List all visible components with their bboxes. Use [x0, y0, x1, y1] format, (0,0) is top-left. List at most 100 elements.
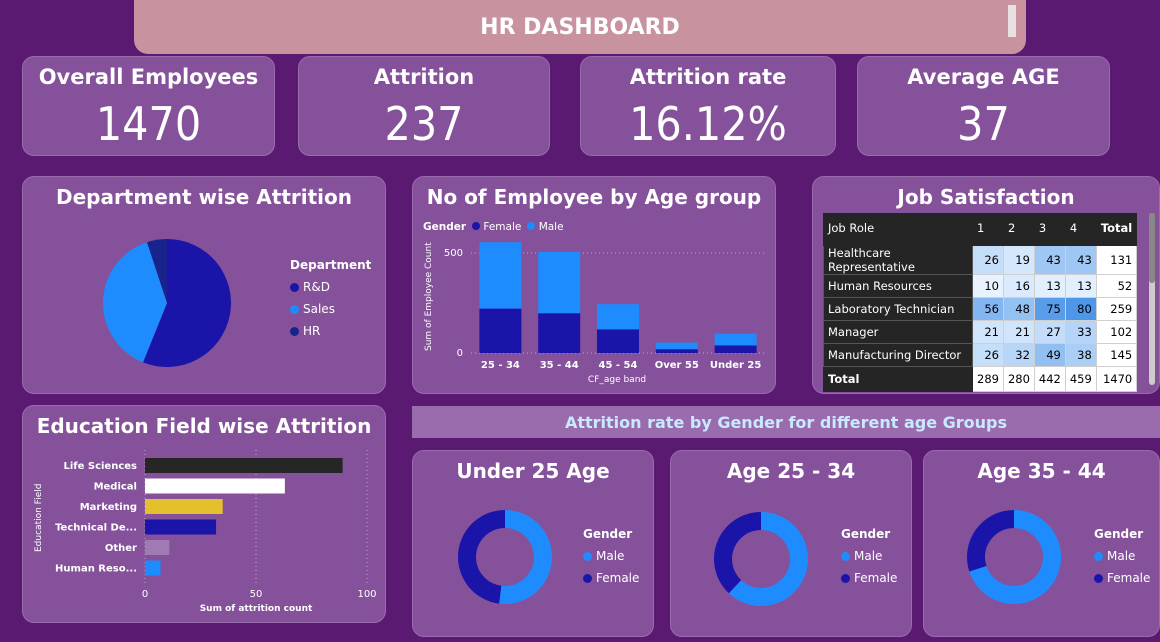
- table-cell: 38: [1064, 343, 1097, 367]
- table-cell: Laboratory Technician: [823, 297, 973, 321]
- job-satisfaction-title: Job Satisfaction: [897, 185, 1075, 209]
- x-tick-label: 45 - 54: [599, 360, 638, 371]
- header-cell[interactable]: Job Role: [823, 213, 973, 243]
- donut-slice-female[interactable]: [457, 510, 505, 604]
- x-tick-label: Over 55: [655, 360, 699, 371]
- table-scrollbar[interactable]: [1149, 213, 1155, 385]
- y-tick-label: 500: [444, 248, 463, 259]
- pie-slice-rd[interactable]: [142, 239, 232, 367]
- table-cell: 19: [1002, 245, 1035, 275]
- legend-dot: [583, 573, 592, 583]
- legend-item-female[interactable]: Female: [583, 571, 639, 585]
- bar-other[interactable]: [145, 540, 170, 555]
- donut-slice-male[interactable]: [728, 512, 808, 606]
- donut-chart-25-34[interactable]: [711, 509, 811, 609]
- legend-label: Male: [854, 549, 883, 563]
- legend-dot: [1094, 551, 1103, 561]
- bar-technicalde[interactable]: [145, 519, 217, 535]
- donut-chart-35-44[interactable]: [964, 507, 1064, 607]
- kpi-value: 37: [957, 97, 1010, 151]
- donut-slice-male[interactable]: [969, 510, 1061, 604]
- bar-humanreso[interactable]: [145, 560, 161, 576]
- header-cell[interactable]: 4: [1064, 213, 1097, 243]
- bar-male[interactable]: [655, 342, 698, 350]
- donut-chart-under-25[interactable]: [455, 507, 555, 607]
- table-row[interactable]: Laboratory Technician 56 48 75 80 259: [823, 297, 1138, 321]
- legend-label: Male: [1107, 549, 1136, 563]
- table-cell: 80: [1064, 297, 1097, 321]
- table-row[interactable]: Healthcare Representative 26 19 43 43 131: [823, 245, 1138, 275]
- header-cell[interactable]: 2: [1002, 213, 1035, 243]
- bar-lifesciences[interactable]: [145, 458, 343, 473]
- header-cell[interactable]: 3: [1033, 213, 1066, 243]
- table-row[interactable]: Manager 21 21 27 33 102: [823, 320, 1138, 344]
- donut-slice-female[interactable]: [967, 510, 1014, 572]
- bar-female[interactable]: [714, 345, 757, 353]
- legend-item-female[interactable]: Female: [472, 221, 521, 233]
- table-cell: 43: [1064, 245, 1097, 275]
- table-cell: 1470: [1095, 366, 1138, 392]
- legend-item-male[interactable]: Male: [841, 549, 897, 563]
- title-scroll-handle[interactable]: [1008, 5, 1016, 37]
- bar-male[interactable]: [538, 251, 581, 314]
- dashboard-title-bar: HR DASHBOARD: [134, 0, 1026, 54]
- bar-female[interactable]: [538, 313, 581, 353]
- bar-marketing[interactable]: [145, 499, 223, 514]
- table-cell: 75: [1033, 297, 1066, 321]
- bar-female[interactable]: [479, 308, 522, 353]
- header-cell[interactable]: 1: [972, 213, 1004, 243]
- pie-slice-hr[interactable]: [146, 239, 167, 303]
- bar-male[interactable]: [479, 242, 522, 309]
- bar-female[interactable]: [655, 349, 698, 353]
- x-tick-label: 35 - 44: [540, 360, 579, 371]
- legend-item-male[interactable]: Male: [1094, 549, 1150, 563]
- legend-item-female[interactable]: Female: [1094, 571, 1150, 585]
- age-group-chart-title: No of Employee by Age group: [426, 185, 762, 209]
- table-cell: 27: [1033, 320, 1066, 344]
- legend-item-hr[interactable]: HR: [290, 324, 371, 338]
- kpi-label: Attrition rate: [629, 65, 787, 89]
- job-satisfaction-table-wrap: Job Role 1 2 3 4 Total Healthcare Repres…: [822, 213, 1138, 392]
- table-cell: 145: [1095, 343, 1138, 367]
- donut-legend: Gender Male Female: [1094, 527, 1150, 585]
- education-bar-chart[interactable]: Education Field Sum of attrition count 0…: [23, 406, 387, 624]
- age-group-legend: Gender Female Male: [423, 221, 564, 233]
- legend-label: R&D: [303, 280, 330, 294]
- table-cell: Total: [823, 366, 973, 392]
- legend-item-female[interactable]: Female: [841, 571, 897, 585]
- header-cell[interactable]: Total: [1095, 213, 1138, 243]
- job-satisfaction-table: Job Role 1 2 3 4 Total Healthcare Repres…: [822, 213, 1138, 392]
- table-cell: 33: [1064, 320, 1097, 344]
- department-pie-chart[interactable]: [97, 233, 237, 373]
- x-axis-label: CF_age band: [588, 375, 646, 385]
- table-cell: 26: [972, 343, 1004, 367]
- table-row[interactable]: Manufacturing Director 26 32 49 38 145: [823, 343, 1138, 367]
- table-cell: Healthcare Representative: [823, 245, 973, 275]
- bar-male[interactable]: [714, 333, 757, 346]
- age-group-bar-chart[interactable]: Sum of Employee Count CF_age band 0 500 25…: [413, 177, 777, 395]
- legend-item-male[interactable]: Male: [527, 221, 564, 233]
- legend-title: Gender: [423, 221, 467, 233]
- pie-slice-sales[interactable]: [103, 242, 167, 363]
- job-satisfaction-card: Job Satisfaction Job Role 1 2 3 4 Total …: [812, 176, 1160, 394]
- bar-medical[interactable]: [145, 478, 285, 494]
- legend-item-male[interactable]: Male: [583, 549, 639, 563]
- age-group-card: No of Employee by Age group Gender Femal…: [412, 176, 776, 394]
- kpi-overall-employees: Overall Employees 1470: [22, 56, 275, 156]
- donut-slice-male[interactable]: [499, 510, 552, 604]
- kpi-attrition-rate: Attrition rate 16.12%: [580, 56, 836, 156]
- donut-slice-female[interactable]: [714, 512, 761, 594]
- legend-label: Female: [596, 571, 640, 585]
- table-cell: 21: [1002, 320, 1035, 344]
- legend-title: Gender: [583, 527, 633, 541]
- legend-item-sales[interactable]: Sales: [290, 302, 371, 316]
- legend-item-rd[interactable]: R&D: [290, 280, 371, 294]
- legend-dot: [290, 282, 299, 292]
- table-row[interactable]: Human Resources 10 16 13 13 52: [823, 274, 1138, 298]
- donut-title: Age 35 - 44: [977, 459, 1106, 483]
- bar-female[interactable]: [597, 329, 639, 353]
- table-scrollbar-thumb[interactable]: [1149, 213, 1155, 283]
- legend-dot: [841, 573, 850, 583]
- x-tick-label: Under 25: [710, 360, 762, 371]
- bar-male[interactable]: [597, 304, 639, 330]
